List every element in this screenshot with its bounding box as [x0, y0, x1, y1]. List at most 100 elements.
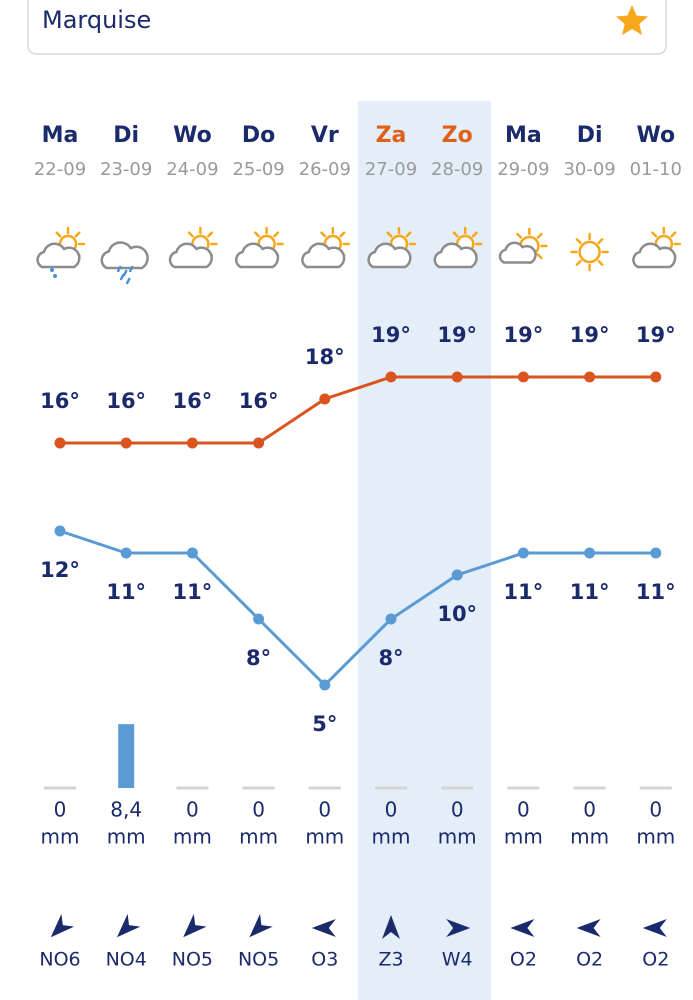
rain-amount: 0: [517, 798, 530, 822]
day-name: Di: [577, 123, 603, 148]
temperature-point: [517, 547, 529, 559]
wind-arrow: [446, 919, 471, 937]
rain-amount: 0: [385, 798, 398, 822]
wind-arrow: [510, 919, 535, 937]
temperature-point: [253, 613, 265, 625]
date: 25-09: [232, 159, 284, 180]
cloud: [632, 242, 677, 269]
sun-ray: [471, 231, 478, 238]
rain-unit: mm: [239, 825, 278, 849]
rain-bar: [507, 786, 540, 790]
sun-ray: [651, 231, 658, 238]
temperature-point: [120, 547, 132, 559]
weather-icon: [367, 226, 417, 269]
sun-ray: [386, 231, 393, 238]
temperature-point: [650, 547, 662, 559]
sun-ray: [575, 238, 582, 245]
rain-bar: [441, 786, 474, 790]
temperature-label: 19°: [437, 323, 477, 347]
day-name: Zo: [442, 123, 473, 148]
wind-label: O2: [576, 949, 603, 971]
temperature-label: 19°: [570, 323, 610, 347]
wind-arrow: [642, 919, 667, 937]
location-box[interactable]: [27, 0, 667, 55]
rain-bar: [242, 786, 275, 790]
rain-unit: mm: [107, 825, 146, 849]
sun-ray: [206, 231, 213, 238]
cloud: [367, 242, 412, 269]
temperature-point: [385, 613, 397, 625]
rain-amount: 0: [318, 798, 331, 822]
day-name: Wo: [636, 123, 675, 148]
temperature-label: 19°: [636, 323, 676, 347]
rain-unit: mm: [41, 825, 80, 849]
rain-unit: mm: [173, 825, 212, 849]
rain-amount: 0: [451, 798, 464, 822]
sun: [578, 240, 601, 264]
favorite-star[interactable]: [616, 5, 648, 35]
cloud: [36, 242, 81, 269]
temperature-point: [584, 547, 596, 559]
temperature-label: 18°: [305, 345, 345, 369]
day-name: Di: [113, 123, 139, 148]
sun-ray: [597, 259, 604, 266]
rain-bar: [44, 786, 76, 790]
weekend-highlight: [358, 101, 491, 1000]
wind-label: NO5: [172, 949, 213, 971]
cloud: [498, 241, 537, 264]
date: 30-09: [563, 159, 615, 180]
wind-arrow: [382, 915, 400, 939]
temperature-label: 16°: [40, 389, 80, 413]
rain-drop: [119, 273, 125, 281]
temperature-point: [319, 393, 331, 405]
date: 24-09: [166, 159, 218, 180]
rain-bar: [176, 786, 209, 790]
temperature-min-line: [59, 529, 656, 688]
weather-icon: [498, 227, 548, 265]
cloud: [433, 242, 478, 269]
temperature-label: 16°: [173, 389, 213, 413]
sun-ray: [536, 232, 543, 239]
sun-ray: [405, 231, 412, 238]
sun-ray: [597, 238, 604, 245]
temperature-point: [54, 525, 66, 537]
sun-ray: [320, 231, 327, 238]
rain-amount: 0: [583, 798, 596, 822]
sun-ray: [452, 231, 459, 238]
cloud: [234, 242, 280, 269]
temperature-label: 11°: [504, 580, 544, 604]
rain-bar: [375, 786, 407, 790]
temperature-point: [186, 437, 198, 449]
wind-label: NO6: [39, 949, 80, 971]
temperature-point: [584, 371, 596, 383]
sun-ray: [339, 231, 346, 238]
day-name: Wo: [173, 123, 212, 148]
rain-amount: 8,4: [110, 798, 142, 822]
sun-ray: [187, 231, 194, 238]
temperature-label: 11°: [106, 580, 146, 604]
wind-arrow: [183, 913, 207, 938]
wind-arrow: [576, 919, 601, 937]
day-name: Za: [376, 123, 407, 148]
date: 23-09: [100, 159, 152, 180]
temperature-point: [451, 371, 463, 383]
sun-ray: [74, 231, 81, 238]
wind-label: Z3: [378, 949, 403, 971]
temperature-point: [319, 679, 331, 691]
wind-label: NO5: [238, 949, 279, 971]
weather-icon: [570, 232, 609, 272]
wind-label: NO4: [106, 949, 147, 971]
day-name: Ma: [42, 123, 79, 148]
rain-drop: [128, 265, 134, 273]
temperature-label: 11°: [173, 580, 213, 604]
rain-drop: [50, 268, 54, 272]
temperature-point: [517, 371, 529, 383]
wind-label: W4: [442, 949, 473, 971]
weather-icon: [168, 226, 218, 269]
wind-label: O3: [311, 949, 338, 971]
sun-ray: [55, 231, 62, 238]
date: 01-10: [630, 159, 682, 180]
rain-bar: [639, 786, 672, 790]
sun-ray: [670, 231, 677, 238]
